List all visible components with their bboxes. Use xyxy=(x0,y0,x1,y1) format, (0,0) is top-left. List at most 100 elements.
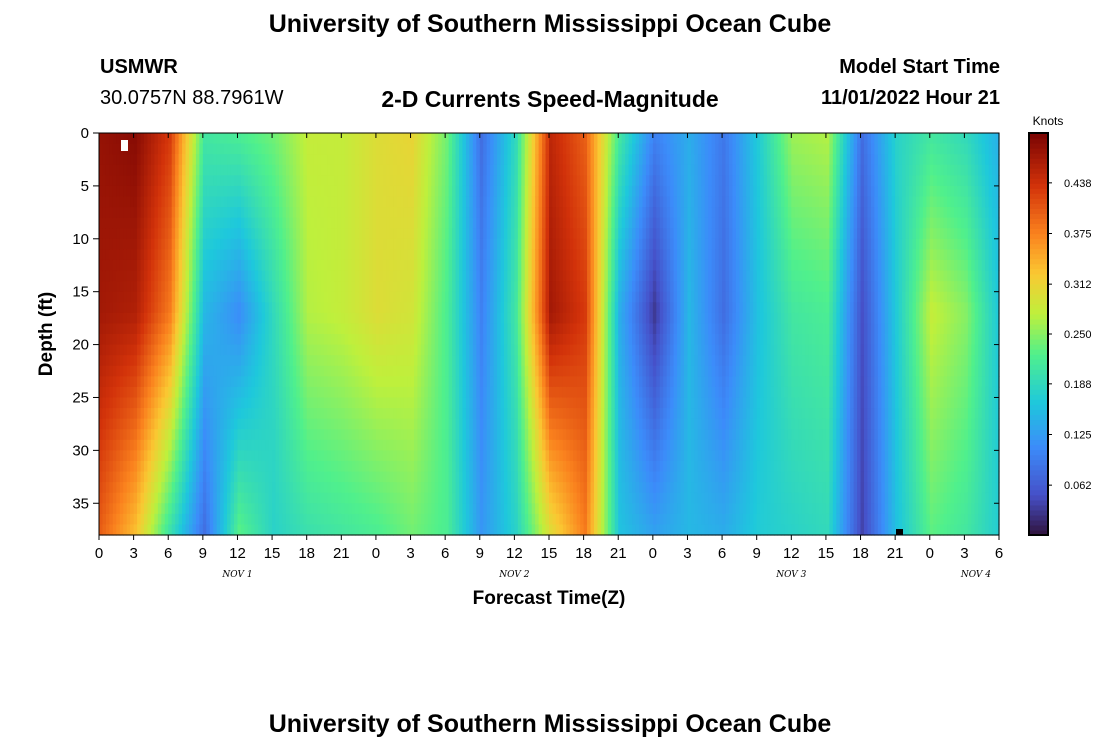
heatmap-cell xyxy=(459,207,464,219)
heatmap-cell xyxy=(379,471,384,483)
heatmap-cell xyxy=(223,238,228,250)
heatmap-cell xyxy=(372,312,377,325)
heatmap-cell xyxy=(510,365,515,377)
heatmap-cell xyxy=(417,217,422,229)
heatmap-cell xyxy=(400,228,405,240)
heatmap-cell xyxy=(375,365,380,377)
heatmap-cell xyxy=(476,513,481,526)
heatmap-cell xyxy=(420,503,425,515)
heatmap-cell xyxy=(244,133,249,145)
heatmap-cell xyxy=(479,460,484,473)
heatmap-cell xyxy=(154,238,159,250)
heatmap-cell xyxy=(462,334,467,346)
heatmap-cell xyxy=(434,439,439,451)
heatmap-cell xyxy=(479,312,484,325)
heatmap-cell xyxy=(330,175,335,187)
heatmap-cell xyxy=(213,524,218,536)
heatmap-cell xyxy=(275,323,280,335)
heatmap-cell xyxy=(330,302,335,314)
heatmap-cell xyxy=(407,185,412,198)
heatmap-cell xyxy=(542,154,547,166)
heatmap-cell xyxy=(112,513,117,526)
heatmap-cell xyxy=(99,429,104,441)
heatmap-cell xyxy=(410,259,415,272)
heatmap-cell xyxy=(531,513,536,526)
heatmap-cell xyxy=(455,133,460,145)
heatmap-cell xyxy=(479,133,484,145)
heatmap-cell xyxy=(472,397,477,409)
heatmap-cell xyxy=(407,365,412,377)
heatmap-cell xyxy=(206,513,211,526)
heatmap-cell xyxy=(403,503,408,515)
heatmap-cell xyxy=(528,207,533,219)
heatmap-cell xyxy=(472,450,477,462)
heatmap-cell xyxy=(483,334,488,346)
heatmap-cell xyxy=(552,217,557,229)
heatmap-cell xyxy=(112,281,117,293)
heatmap-cell xyxy=(234,154,239,166)
heatmap-cell xyxy=(223,344,228,356)
heatmap-cell xyxy=(240,164,245,176)
heatmap-cell xyxy=(240,482,245,494)
heatmap-cell xyxy=(389,334,394,346)
heatmap-cell xyxy=(355,312,360,325)
heatmap-cell xyxy=(261,154,266,166)
heatmap-cell xyxy=(472,249,477,261)
heatmap-cell xyxy=(234,355,239,367)
heatmap-cell xyxy=(192,524,197,536)
heatmap-cell xyxy=(441,355,446,367)
heatmap-cell xyxy=(400,164,405,176)
heatmap-cell xyxy=(310,513,315,526)
heatmap-cell xyxy=(164,397,169,409)
heatmap-cell xyxy=(403,418,408,430)
heatmap-cell xyxy=(493,133,498,145)
heatmap-cell xyxy=(144,418,149,430)
heatmap-cell xyxy=(414,270,419,282)
heatmap-cell xyxy=(424,207,429,219)
heatmap-cell xyxy=(483,133,488,145)
heatmap-cell xyxy=(317,334,322,346)
heatmap-cell xyxy=(528,386,533,399)
heatmap-cell xyxy=(438,196,443,208)
heatmap-cell xyxy=(362,217,367,229)
heatmap-cell xyxy=(320,270,325,282)
heatmap-cell xyxy=(230,207,235,219)
heatmap-cell xyxy=(479,492,484,504)
heatmap-cell xyxy=(123,228,128,240)
heatmap-cell xyxy=(144,312,149,325)
heatmap-cell xyxy=(144,259,149,272)
heatmap-cell xyxy=(341,365,346,377)
heatmap-cell xyxy=(552,249,557,261)
heatmap-cell xyxy=(144,249,149,261)
heatmap-cell xyxy=(303,228,308,240)
heatmap-cell xyxy=(486,259,491,272)
heatmap-cell xyxy=(417,429,422,441)
heatmap-cell xyxy=(465,259,470,272)
heatmap-cell xyxy=(199,429,204,441)
heatmap-cell xyxy=(137,376,142,388)
heatmap-cell xyxy=(372,291,377,303)
heatmap-cell xyxy=(507,259,512,272)
heatmap-cell xyxy=(168,450,173,462)
heatmap-cell xyxy=(279,228,284,240)
heatmap-cell xyxy=(459,323,464,335)
heatmap-cell xyxy=(500,185,505,198)
heatmap-cell xyxy=(517,249,522,261)
heatmap-cell xyxy=(144,207,149,219)
heatmap-cell xyxy=(261,143,266,155)
heatmap-cell xyxy=(220,133,225,145)
heatmap-cell xyxy=(303,133,308,145)
heatmap-cell xyxy=(189,281,194,293)
heatmap-cell xyxy=(206,376,211,388)
heatmap-cell xyxy=(417,185,422,198)
heatmap-cell xyxy=(261,365,266,377)
heatmap-cell xyxy=(150,355,155,367)
heatmap-cell xyxy=(445,408,450,420)
heatmap-cell xyxy=(216,196,221,208)
heatmap-cell xyxy=(379,323,384,335)
heatmap-cell xyxy=(292,503,297,515)
heatmap-cell xyxy=(206,397,211,409)
heatmap-cell xyxy=(407,397,412,409)
heatmap-cell xyxy=(393,439,398,451)
heatmap-cell xyxy=(448,133,453,145)
